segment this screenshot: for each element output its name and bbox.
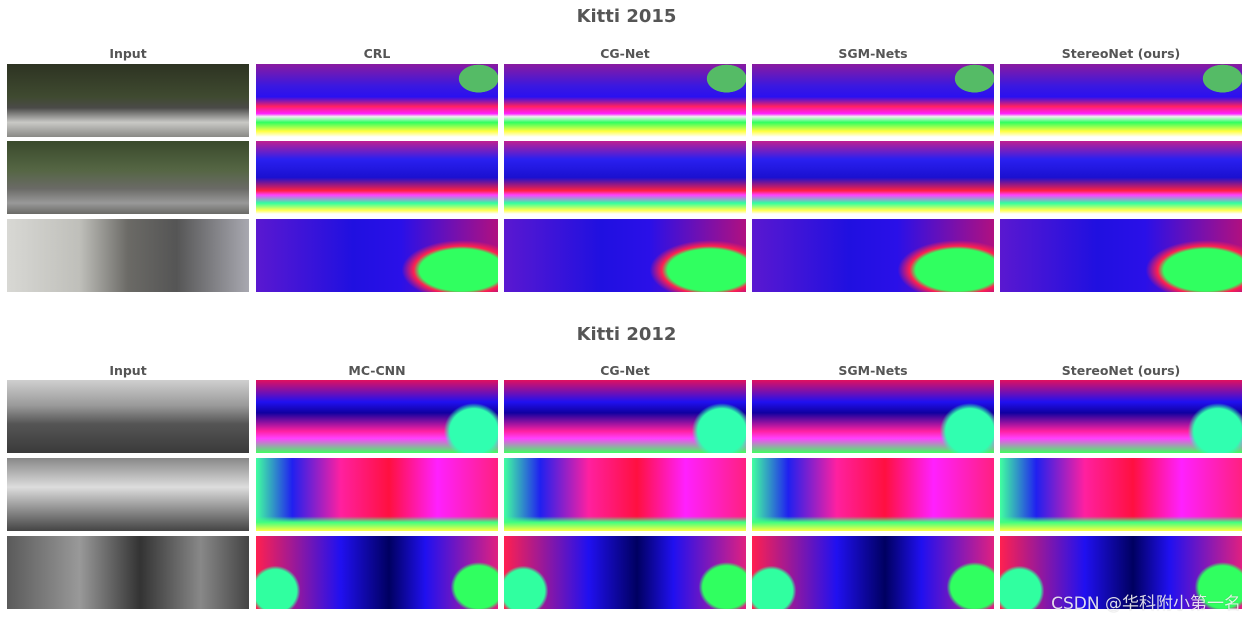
column-header-cg-net: CG-Net bbox=[600, 46, 650, 61]
disparity-map-cg-net bbox=[504, 536, 746, 609]
disparity-map-mc-cnn bbox=[256, 458, 498, 531]
disparity-map-cg-net bbox=[504, 458, 746, 531]
section-title-kitti-2015: Kitti 2015 bbox=[576, 6, 677, 27]
column-header-input: Input bbox=[109, 46, 147, 61]
column-header-stereonet: StereoNet (ours) bbox=[1061, 46, 1181, 61]
disparity-map-cg-net bbox=[504, 219, 746, 292]
column-header-stereonet: StereoNet (ours) bbox=[1061, 363, 1181, 378]
disparity-map-stereonet bbox=[1000, 380, 1242, 453]
section-title-kitti-2012: Kitti 2012 bbox=[576, 324, 677, 345]
disparity-map-cg-net bbox=[504, 64, 746, 137]
column-header-mc-cnn: MC-CNN bbox=[348, 363, 406, 378]
column-header-sgm-nets: SGM-Nets bbox=[838, 363, 908, 378]
input-image bbox=[7, 64, 249, 137]
input-image bbox=[7, 141, 249, 214]
disparity-map-sgm-nets bbox=[752, 458, 994, 531]
disparity-map-sgm-nets bbox=[752, 536, 994, 609]
column-header-sgm-nets: SGM-Nets bbox=[838, 46, 908, 61]
disparity-map-stereonet bbox=[1000, 458, 1242, 531]
disparity-map-stereonet bbox=[1000, 536, 1242, 609]
disparity-map-crl bbox=[256, 219, 498, 292]
disparity-map-stereonet bbox=[1000, 141, 1242, 214]
input-image bbox=[7, 380, 249, 453]
column-header-cg-net: CG-Net bbox=[600, 363, 650, 378]
column-header-crl: CRL bbox=[363, 46, 391, 61]
disparity-map-stereonet bbox=[1000, 219, 1242, 292]
disparity-map-sgm-nets bbox=[752, 219, 994, 292]
disparity-map-crl bbox=[256, 141, 498, 214]
disparity-map-stereonet bbox=[1000, 64, 1242, 137]
disparity-map-mc-cnn bbox=[256, 536, 498, 609]
disparity-map-sgm-nets bbox=[752, 64, 994, 137]
disparity-map-sgm-nets bbox=[752, 141, 994, 214]
input-image bbox=[7, 458, 249, 531]
column-header-input: Input bbox=[109, 363, 147, 378]
input-image bbox=[7, 536, 249, 609]
disparity-map-sgm-nets bbox=[752, 380, 994, 453]
disparity-map-crl bbox=[256, 64, 498, 137]
disparity-map-mc-cnn bbox=[256, 380, 498, 453]
disparity-map-cg-net bbox=[504, 141, 746, 214]
disparity-map-cg-net bbox=[504, 380, 746, 453]
watermark: CSDN @华科附小第一名 bbox=[1051, 594, 1241, 614]
input-image bbox=[7, 219, 249, 292]
